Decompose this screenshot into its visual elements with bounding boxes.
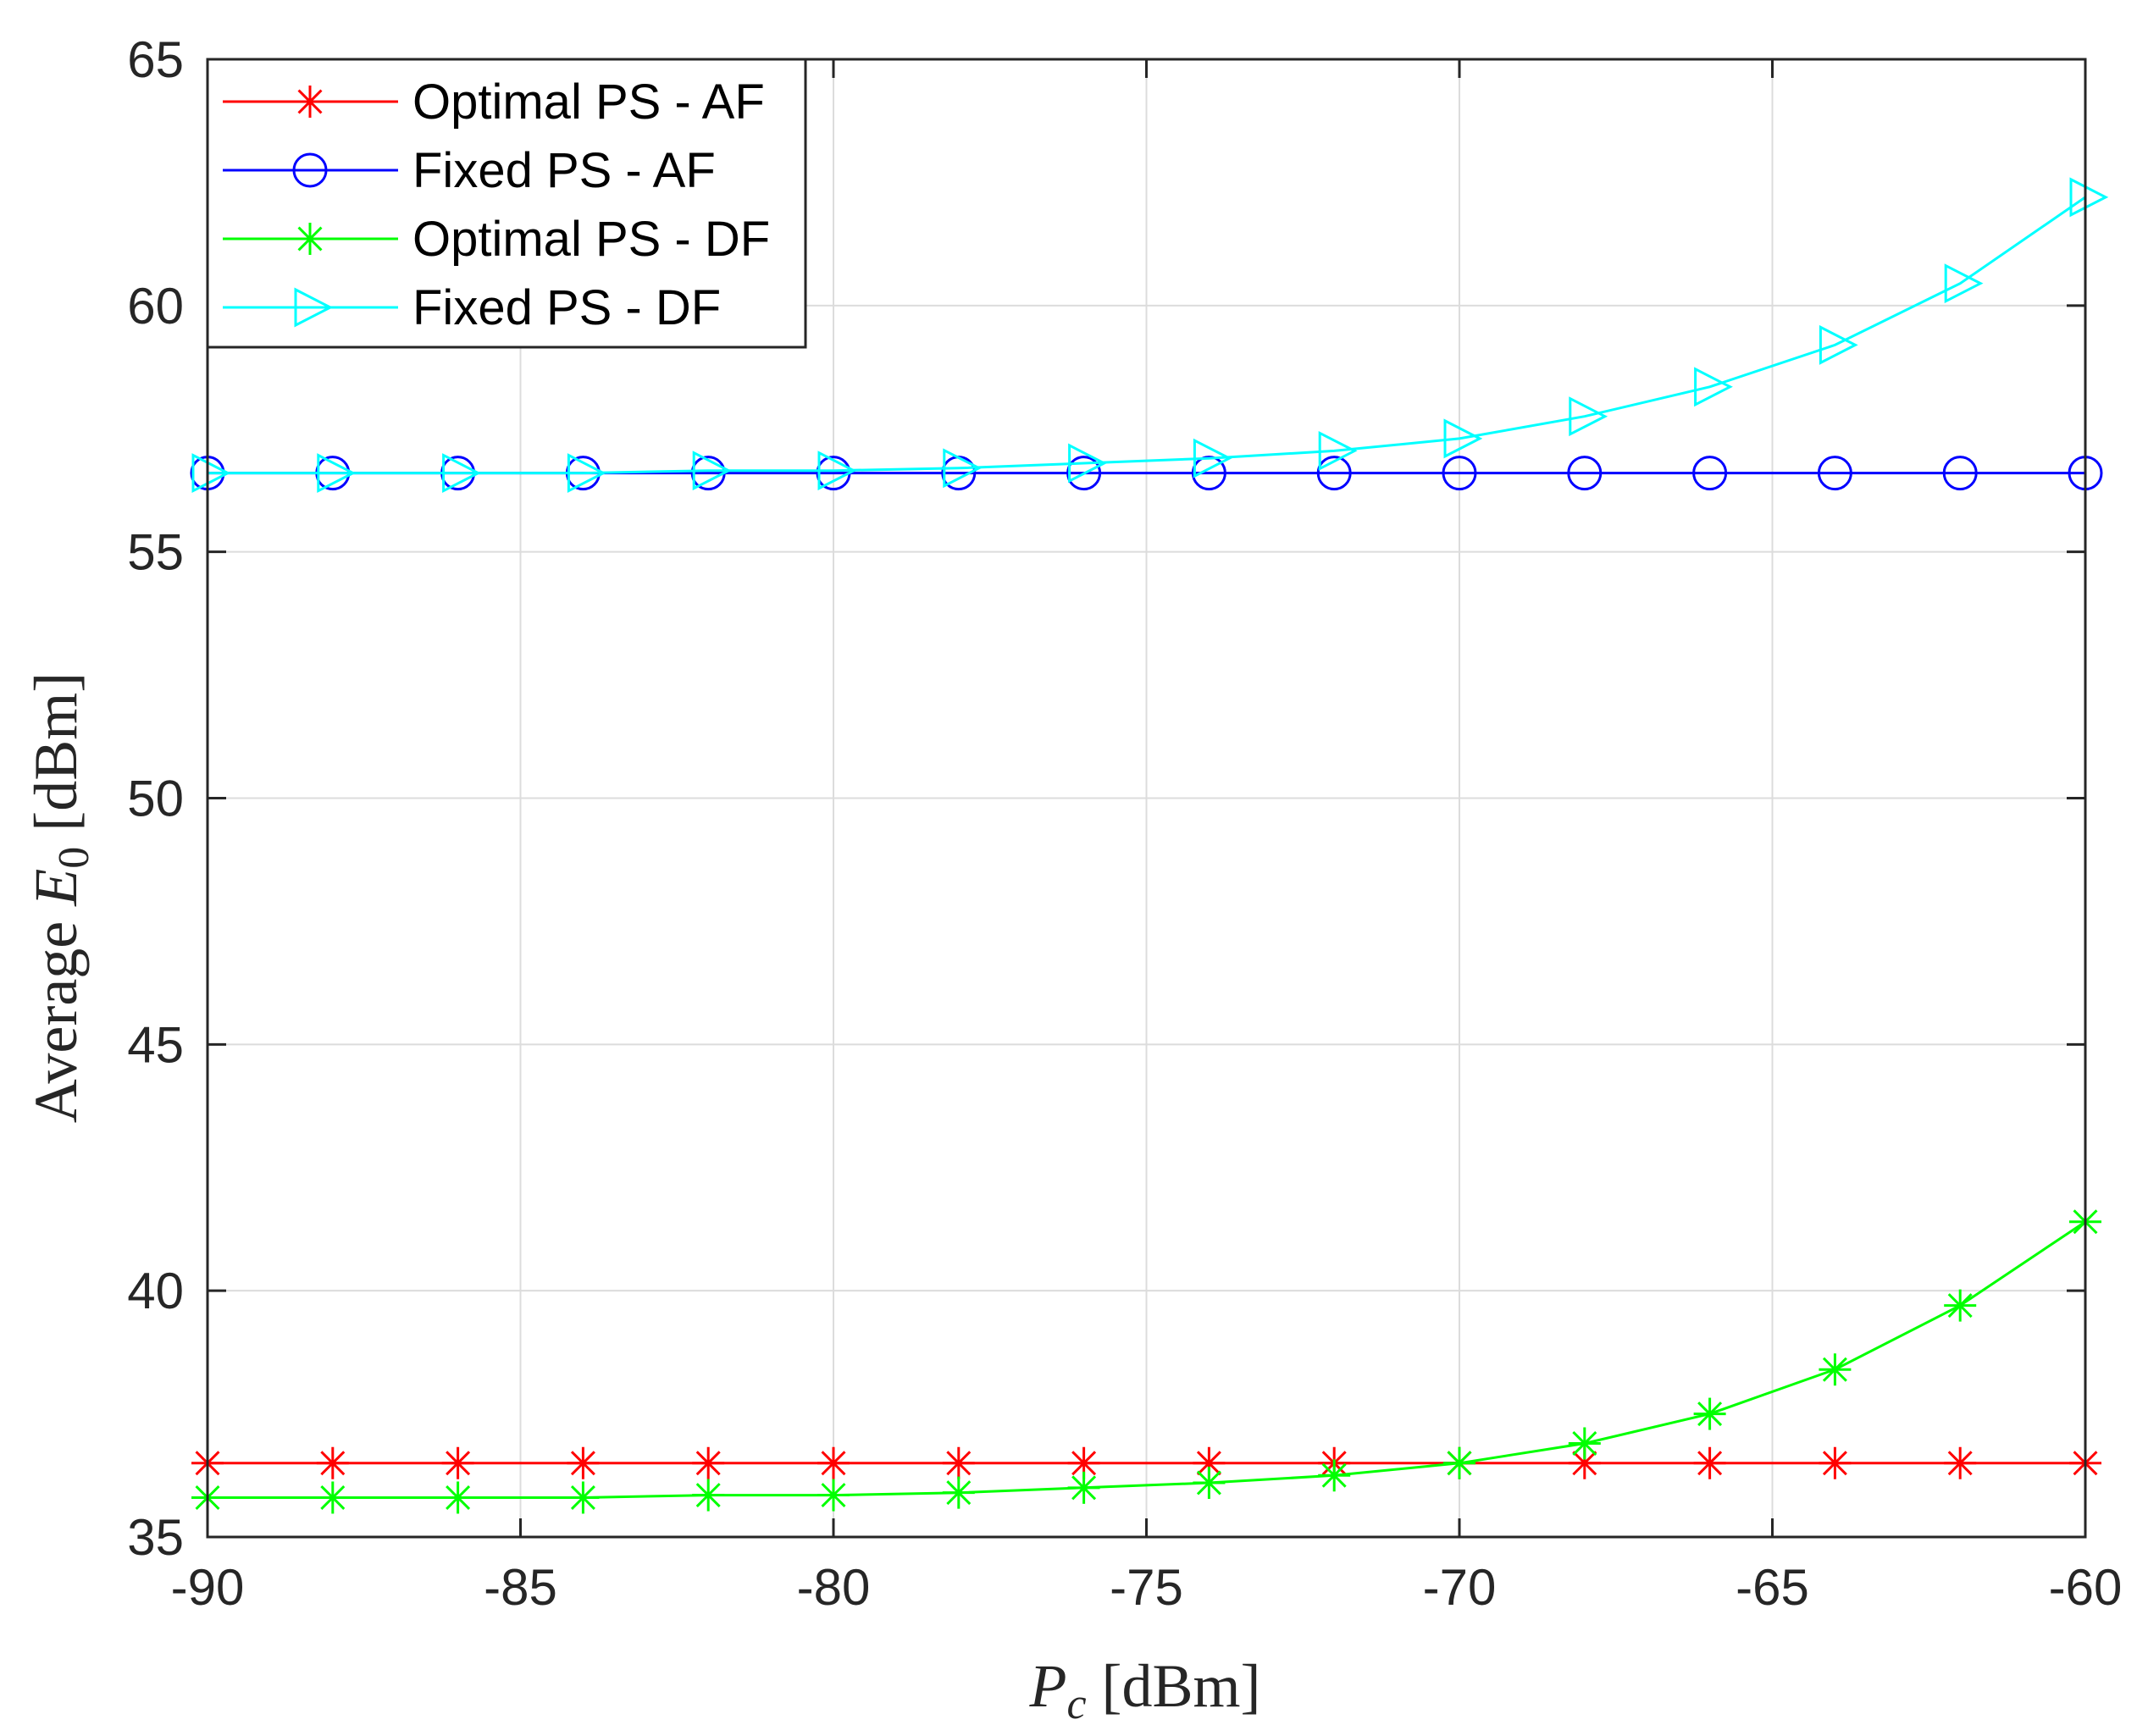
data-point bbox=[692, 451, 732, 491]
data-point bbox=[316, 1481, 349, 1514]
data-point bbox=[942, 1476, 975, 1509]
data-point bbox=[1191, 456, 1226, 491]
data-point bbox=[567, 453, 606, 494]
data-point bbox=[441, 1481, 474, 1514]
data-point bbox=[1318, 1459, 1351, 1492]
legend-label: Optimal PS - DF bbox=[412, 212, 770, 267]
data-point bbox=[191, 453, 231, 494]
legend-swatch-marker bbox=[294, 287, 334, 328]
data-point bbox=[1693, 1446, 1726, 1479]
data-point bbox=[1568, 1427, 1601, 1460]
data-point bbox=[1819, 324, 1858, 365]
legend-entry: Optimal PS - DF bbox=[223, 212, 770, 267]
data-point bbox=[1318, 430, 1358, 471]
data-point bbox=[1944, 1289, 1977, 1322]
data-point bbox=[1068, 443, 1107, 484]
x-tick-label: -60 bbox=[2049, 1559, 2123, 1616]
data-point bbox=[1569, 396, 1608, 437]
y-tick-label: 45 bbox=[127, 1016, 184, 1073]
series-4 bbox=[191, 177, 2109, 494]
data-point bbox=[1692, 456, 1728, 491]
data-point bbox=[943, 448, 983, 489]
legend-swatch-marker bbox=[294, 86, 326, 118]
x-tick-label: -70 bbox=[1423, 1559, 1497, 1616]
data-point bbox=[942, 1446, 975, 1479]
data-point bbox=[692, 1446, 725, 1479]
data-point bbox=[316, 1446, 349, 1479]
y-tick-label: 35 bbox=[127, 1509, 184, 1566]
x-tick-label: -65 bbox=[1736, 1559, 1809, 1616]
data-point bbox=[817, 451, 857, 491]
data-point bbox=[1316, 456, 1352, 491]
data-point bbox=[1693, 1397, 1726, 1430]
x-tick-label: -80 bbox=[797, 1559, 871, 1616]
legend-swatch-marker bbox=[294, 223, 326, 255]
data-point bbox=[317, 453, 357, 494]
data-point bbox=[1942, 456, 1978, 491]
series-line bbox=[208, 196, 2086, 475]
data-point bbox=[567, 1446, 600, 1479]
x-tick-label: -75 bbox=[1110, 1559, 1183, 1616]
data-point bbox=[817, 1446, 850, 1479]
y-tick-label: 60 bbox=[127, 278, 184, 334]
y-axis-label: Average E0 [dBm] bbox=[22, 672, 98, 1123]
data-point bbox=[1193, 1467, 1226, 1500]
data-point bbox=[1819, 1446, 1852, 1479]
y-tick-label: 40 bbox=[127, 1263, 184, 1319]
data-point bbox=[1193, 438, 1232, 478]
x-axis-label: Pc [dBm] bbox=[1028, 1652, 1260, 1728]
data-point bbox=[1443, 1446, 1475, 1479]
series-layer bbox=[190, 177, 2109, 1514]
data-point bbox=[692, 1479, 725, 1512]
data-point bbox=[1694, 367, 1733, 407]
data-point bbox=[1944, 1446, 1977, 1479]
legend-swatch-marker bbox=[292, 152, 328, 188]
data-point bbox=[1944, 263, 1984, 304]
data-point bbox=[1567, 456, 1603, 491]
data-point bbox=[442, 453, 481, 494]
legend-label: Optimal PS - AF bbox=[412, 75, 765, 130]
data-point bbox=[1817, 456, 1852, 491]
legend-box bbox=[206, 58, 807, 349]
data-point bbox=[1067, 1471, 1100, 1504]
data-point bbox=[1442, 456, 1477, 491]
legend-label: Fixed PS - AF bbox=[412, 143, 716, 198]
x-tick-label: -90 bbox=[171, 1559, 245, 1616]
legend: Optimal PS - AF Fixed PS - AF Optimal PS -… bbox=[206, 58, 807, 349]
legend-entry: Optimal PS - AF bbox=[223, 75, 765, 130]
legend-label: Fixed PS - DF bbox=[412, 280, 721, 335]
y-tick-label: 65 bbox=[127, 31, 184, 88]
x-tick-label: -85 bbox=[484, 1559, 557, 1616]
y-tick-label: 50 bbox=[127, 771, 184, 827]
legend-entry: Fixed PS - AF bbox=[223, 143, 716, 198]
data-point bbox=[1066, 456, 1102, 491]
y-tick-label: 55 bbox=[127, 524, 184, 581]
data-point bbox=[1443, 418, 1483, 459]
series-line bbox=[208, 1220, 2086, 1499]
data-point bbox=[2069, 177, 2109, 218]
data-point bbox=[817, 1479, 850, 1512]
legend-entry: Fixed PS - DF bbox=[223, 280, 721, 335]
data-point bbox=[567, 1481, 600, 1514]
data-point bbox=[441, 1446, 474, 1479]
series-3 bbox=[191, 1205, 2101, 1514]
data-point bbox=[1819, 1353, 1852, 1386]
